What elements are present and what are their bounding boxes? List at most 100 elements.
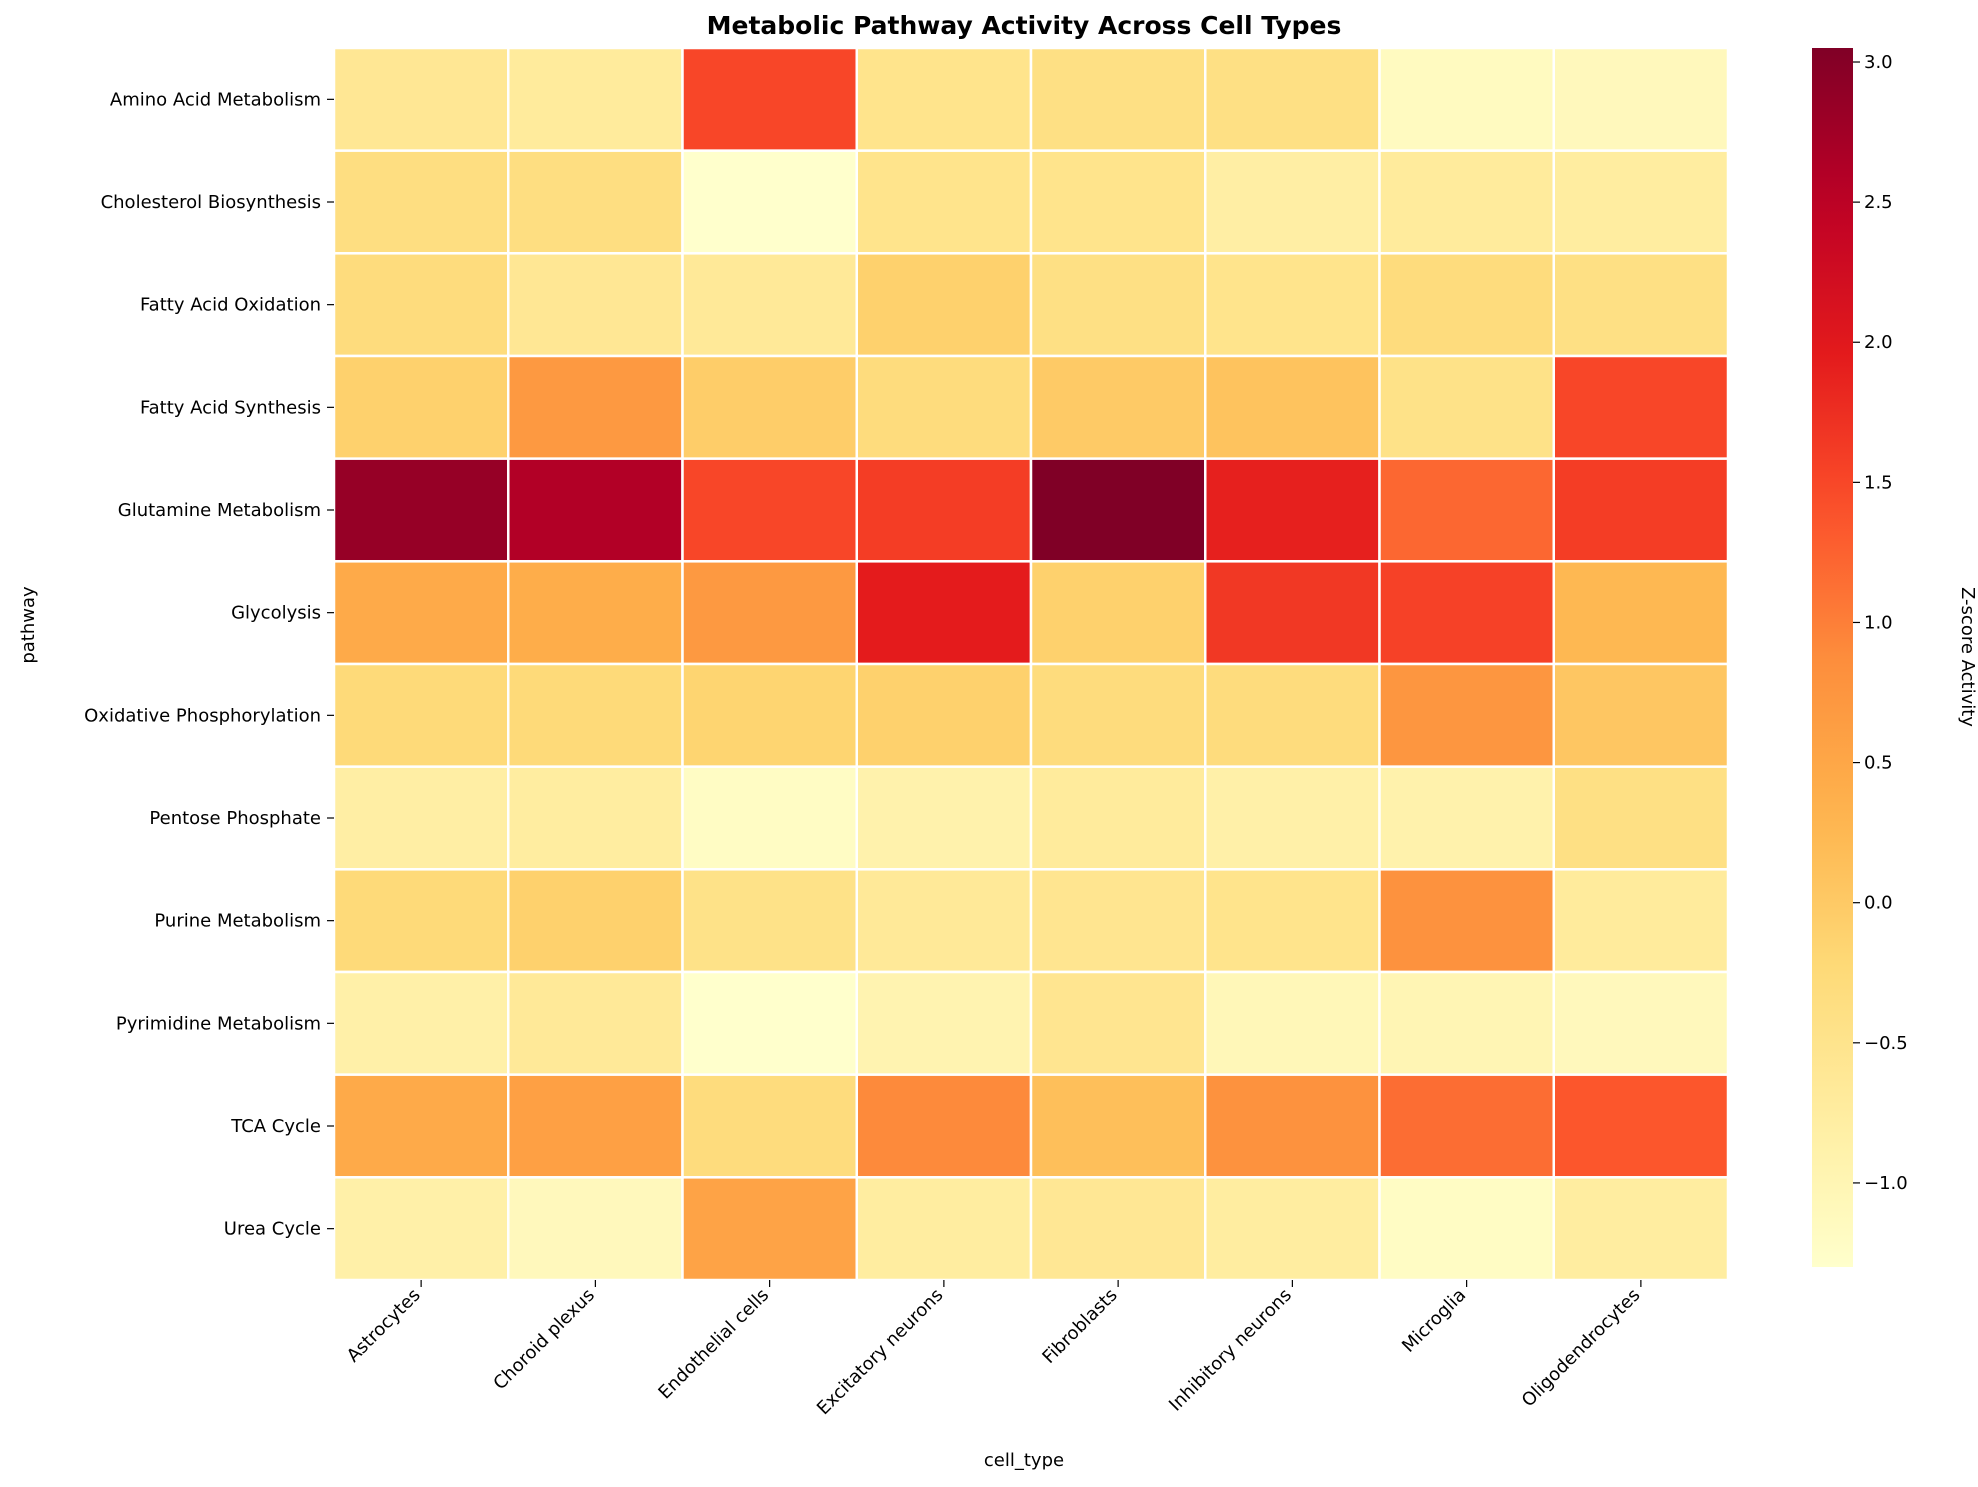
heatmap-cell (855, 457, 1033, 563)
heatmap-cell (332, 457, 510, 563)
colorbar-tick-label: 3.0 (1864, 52, 1893, 73)
colorbar-tick-label: 0.5 (1864, 753, 1893, 774)
heatmap-cell (1552, 457, 1730, 563)
heatmap-cell (507, 662, 684, 768)
heatmap-cell (332, 970, 510, 1076)
heatmap-cell (1378, 46, 1555, 152)
x-tick-label: Choroid plexus (489, 1285, 598, 1394)
heatmap-cell (855, 252, 1033, 358)
heatmap-cell (1552, 354, 1730, 460)
heatmap-cell (332, 765, 510, 871)
y-tick-label: Pentose Phosphate (149, 808, 321, 829)
heatmap-cell (1552, 765, 1730, 871)
x-tick-label: Endothelial cells (654, 1285, 773, 1404)
heatmap-cell (855, 1176, 1033, 1282)
heatmap-cell (1029, 1176, 1207, 1282)
y-tick-label: Glycolysis (231, 603, 321, 624)
heatmap-cell (1552, 560, 1730, 666)
heatmap-cell (1029, 354, 1207, 460)
heatmap-cell (1029, 46, 1207, 152)
heatmap-cell (681, 1176, 858, 1282)
y-tick-label: Cholesterol Biosynthesis (101, 192, 321, 213)
heatmap-cell (332, 1073, 510, 1179)
colorbar-ticks: 3.0 2.5 2.0 1.5 1.0 0.5 0.0 −0.5 −1.0 (1853, 52, 1908, 1194)
heatmap-cell (332, 354, 510, 460)
heatmap-cell (332, 149, 510, 255)
x-tick-label: Inhibitory neurons (1165, 1285, 1296, 1416)
heatmap-cell (332, 868, 510, 974)
heatmap-cell (1204, 354, 1381, 460)
heatmap-cell (507, 354, 684, 460)
colorbar-tick-label: 2.0 (1864, 332, 1893, 353)
heatmap-cell (1552, 1176, 1730, 1282)
colorbar: 3.0 2.5 2.0 1.5 1.0 0.5 0.0 −0.5 −1.0 Z-score Ac… (1812, 48, 1978, 1267)
heatmap-cell (855, 354, 1033, 460)
heatmap-cell (1029, 149, 1207, 255)
colorbar-label: Z-score Activity (1957, 587, 1978, 727)
y-axis-label: pathway (18, 586, 39, 664)
heatmap-cell (855, 1073, 1033, 1179)
heatmap-cell (507, 560, 684, 666)
heatmap-cell (855, 868, 1033, 974)
colorbar-tick-label: 2.5 (1864, 192, 1893, 213)
heatmap-cell (1378, 252, 1555, 358)
y-tick-label: Fatty Acid Synthesis (140, 397, 321, 418)
heatmap-cell (681, 560, 858, 666)
heatmap-cell (507, 1073, 684, 1179)
heatmap-cell (332, 46, 510, 152)
heatmap-cell (1552, 868, 1730, 974)
heatmap-cell (1204, 149, 1381, 255)
heatmap-cell (1552, 970, 1730, 1076)
chart-title: Metabolic Pathway Activity Across Cell T… (707, 11, 1342, 40)
heatmap-cell (332, 1176, 510, 1282)
heatmap-cell (855, 560, 1033, 666)
heatmap-cell (1378, 1073, 1555, 1179)
heatmap-cell (1378, 765, 1555, 871)
x-tick-label: Oligodendrocytes (1518, 1285, 1645, 1412)
heatmap-cell (507, 149, 684, 255)
colorbar-tick-label: 0.0 (1864, 893, 1893, 914)
y-tick-label: Oxidative Phosphorylation (84, 705, 321, 726)
heatmap-cell (1029, 457, 1207, 563)
heatmap-cell (1204, 1073, 1381, 1179)
heatmap-cell (1378, 1176, 1555, 1282)
heatmap-cell (1378, 970, 1555, 1076)
heatmap-cell (507, 457, 684, 563)
heatmap-cell (681, 868, 858, 974)
heatmap-cell (1204, 868, 1381, 974)
heatmap-cell (681, 252, 858, 358)
heatmap-cell (855, 970, 1033, 1076)
heatmap-cell (681, 354, 858, 460)
heatmap-cell (507, 252, 684, 358)
heatmap-cell (507, 46, 684, 152)
x-tick-label: Fibroblasts (1038, 1285, 1121, 1368)
colorbar-tick-label: −0.5 (1864, 1033, 1908, 1054)
x-axis: Astrocytes Choroid plexus Endothelial cell… (343, 1280, 1645, 1419)
heatmap-cell (1378, 560, 1555, 666)
heatmap-cell (507, 868, 684, 974)
heatmap-cell (1029, 662, 1207, 768)
heatmap-cell (855, 46, 1033, 152)
heatmap-cells (332, 46, 1730, 1282)
heatmap-cell (1378, 457, 1555, 563)
heatmap-cell (681, 457, 858, 563)
colorbar-tick-label: 1.0 (1864, 612, 1893, 633)
heatmap-cell (1204, 457, 1381, 563)
heatmap-cell (1378, 868, 1555, 974)
y-tick-label: Fatty Acid Oxidation (140, 295, 321, 316)
y-tick-label: Glutamine Metabolism (118, 500, 321, 521)
colorbar-tick-label: −1.0 (1864, 1173, 1908, 1194)
y-tick-label: TCA Cycle (230, 1116, 321, 1137)
heatmap-cell (1029, 560, 1207, 666)
heatmap-cell (507, 1176, 684, 1282)
heatmap-cell (681, 1073, 858, 1179)
heatmap-cell (1378, 149, 1555, 255)
x-axis-label: cell_type (984, 1450, 1064, 1471)
heatmap-cell (1552, 252, 1730, 358)
heatmap-cell (507, 970, 684, 1076)
heatmap-cell (1204, 46, 1381, 152)
x-tick-label: Astrocytes (343, 1285, 425, 1367)
heatmap-cell (681, 46, 858, 152)
